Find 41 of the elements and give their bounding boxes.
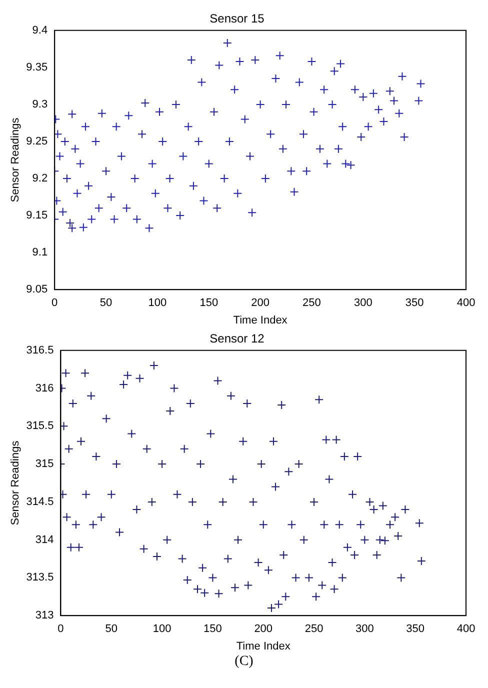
x-tick-label: 50 [105, 623, 118, 636]
y-axis-title: Sensor Readings [10, 117, 22, 202]
text: (C) [234, 654, 254, 670]
x-axis-title: Time Index [233, 314, 288, 326]
x-axis-title: Time Index [236, 640, 291, 652]
x-tick-label: 200 [251, 297, 270, 310]
x-tick-label: 250 [304, 623, 324, 636]
y-tick-label: 314.5 [26, 496, 54, 508]
x-tick-label: 400 [456, 297, 476, 310]
x-tick-label: 150 [204, 623, 222, 636]
y-tick-label: 313 [35, 610, 54, 622]
y-tick-label: 314 [35, 534, 54, 546]
x-tick-label: 100 [152, 623, 172, 636]
x-tick-label: 300 [354, 297, 372, 310]
x-tick-label: 300 [356, 623, 374, 636]
x-tick-label: 350 [406, 623, 425, 636]
y-axis-title: Sensor Readings [10, 440, 22, 526]
y-tick-label: 315.5 [26, 420, 54, 432]
x-tick-label: 400 [456, 623, 476, 636]
y-tick-label: 9.3 [32, 98, 48, 110]
y-tick-label: 9.1 [32, 246, 48, 259]
x-tick-label: 50 [100, 297, 112, 310]
chart-title: Sensor 12 [210, 332, 265, 346]
y-tick-label: 316.5 [26, 344, 54, 356]
y-tick-label: 9.05 [26, 284, 48, 296]
y-tick-label: 9.15 [26, 210, 48, 222]
y-tick-label: 9.35 [26, 61, 48, 74]
y-tick-label: 313.5 [26, 572, 54, 584]
y-tick-label: 9.25 [26, 136, 48, 148]
x-tick-label: 0 [52, 297, 58, 310]
x-tick-label: 250 [302, 297, 321, 310]
chart-title: Sensor 15 [210, 12, 265, 26]
y-tick-label: 316 [35, 382, 54, 394]
y-tick-label: 9.4 [32, 24, 48, 36]
y-tick-label: 315 [35, 458, 54, 470]
x-tick-label: 200 [254, 623, 273, 636]
x-tick-label: 0 [58, 623, 64, 636]
x-tick-label: 150 [200, 297, 218, 310]
x-tick-label: 350 [405, 297, 424, 310]
y-tick-label: 9.2 [32, 172, 48, 185]
x-tick-label: 100 [148, 297, 167, 310]
